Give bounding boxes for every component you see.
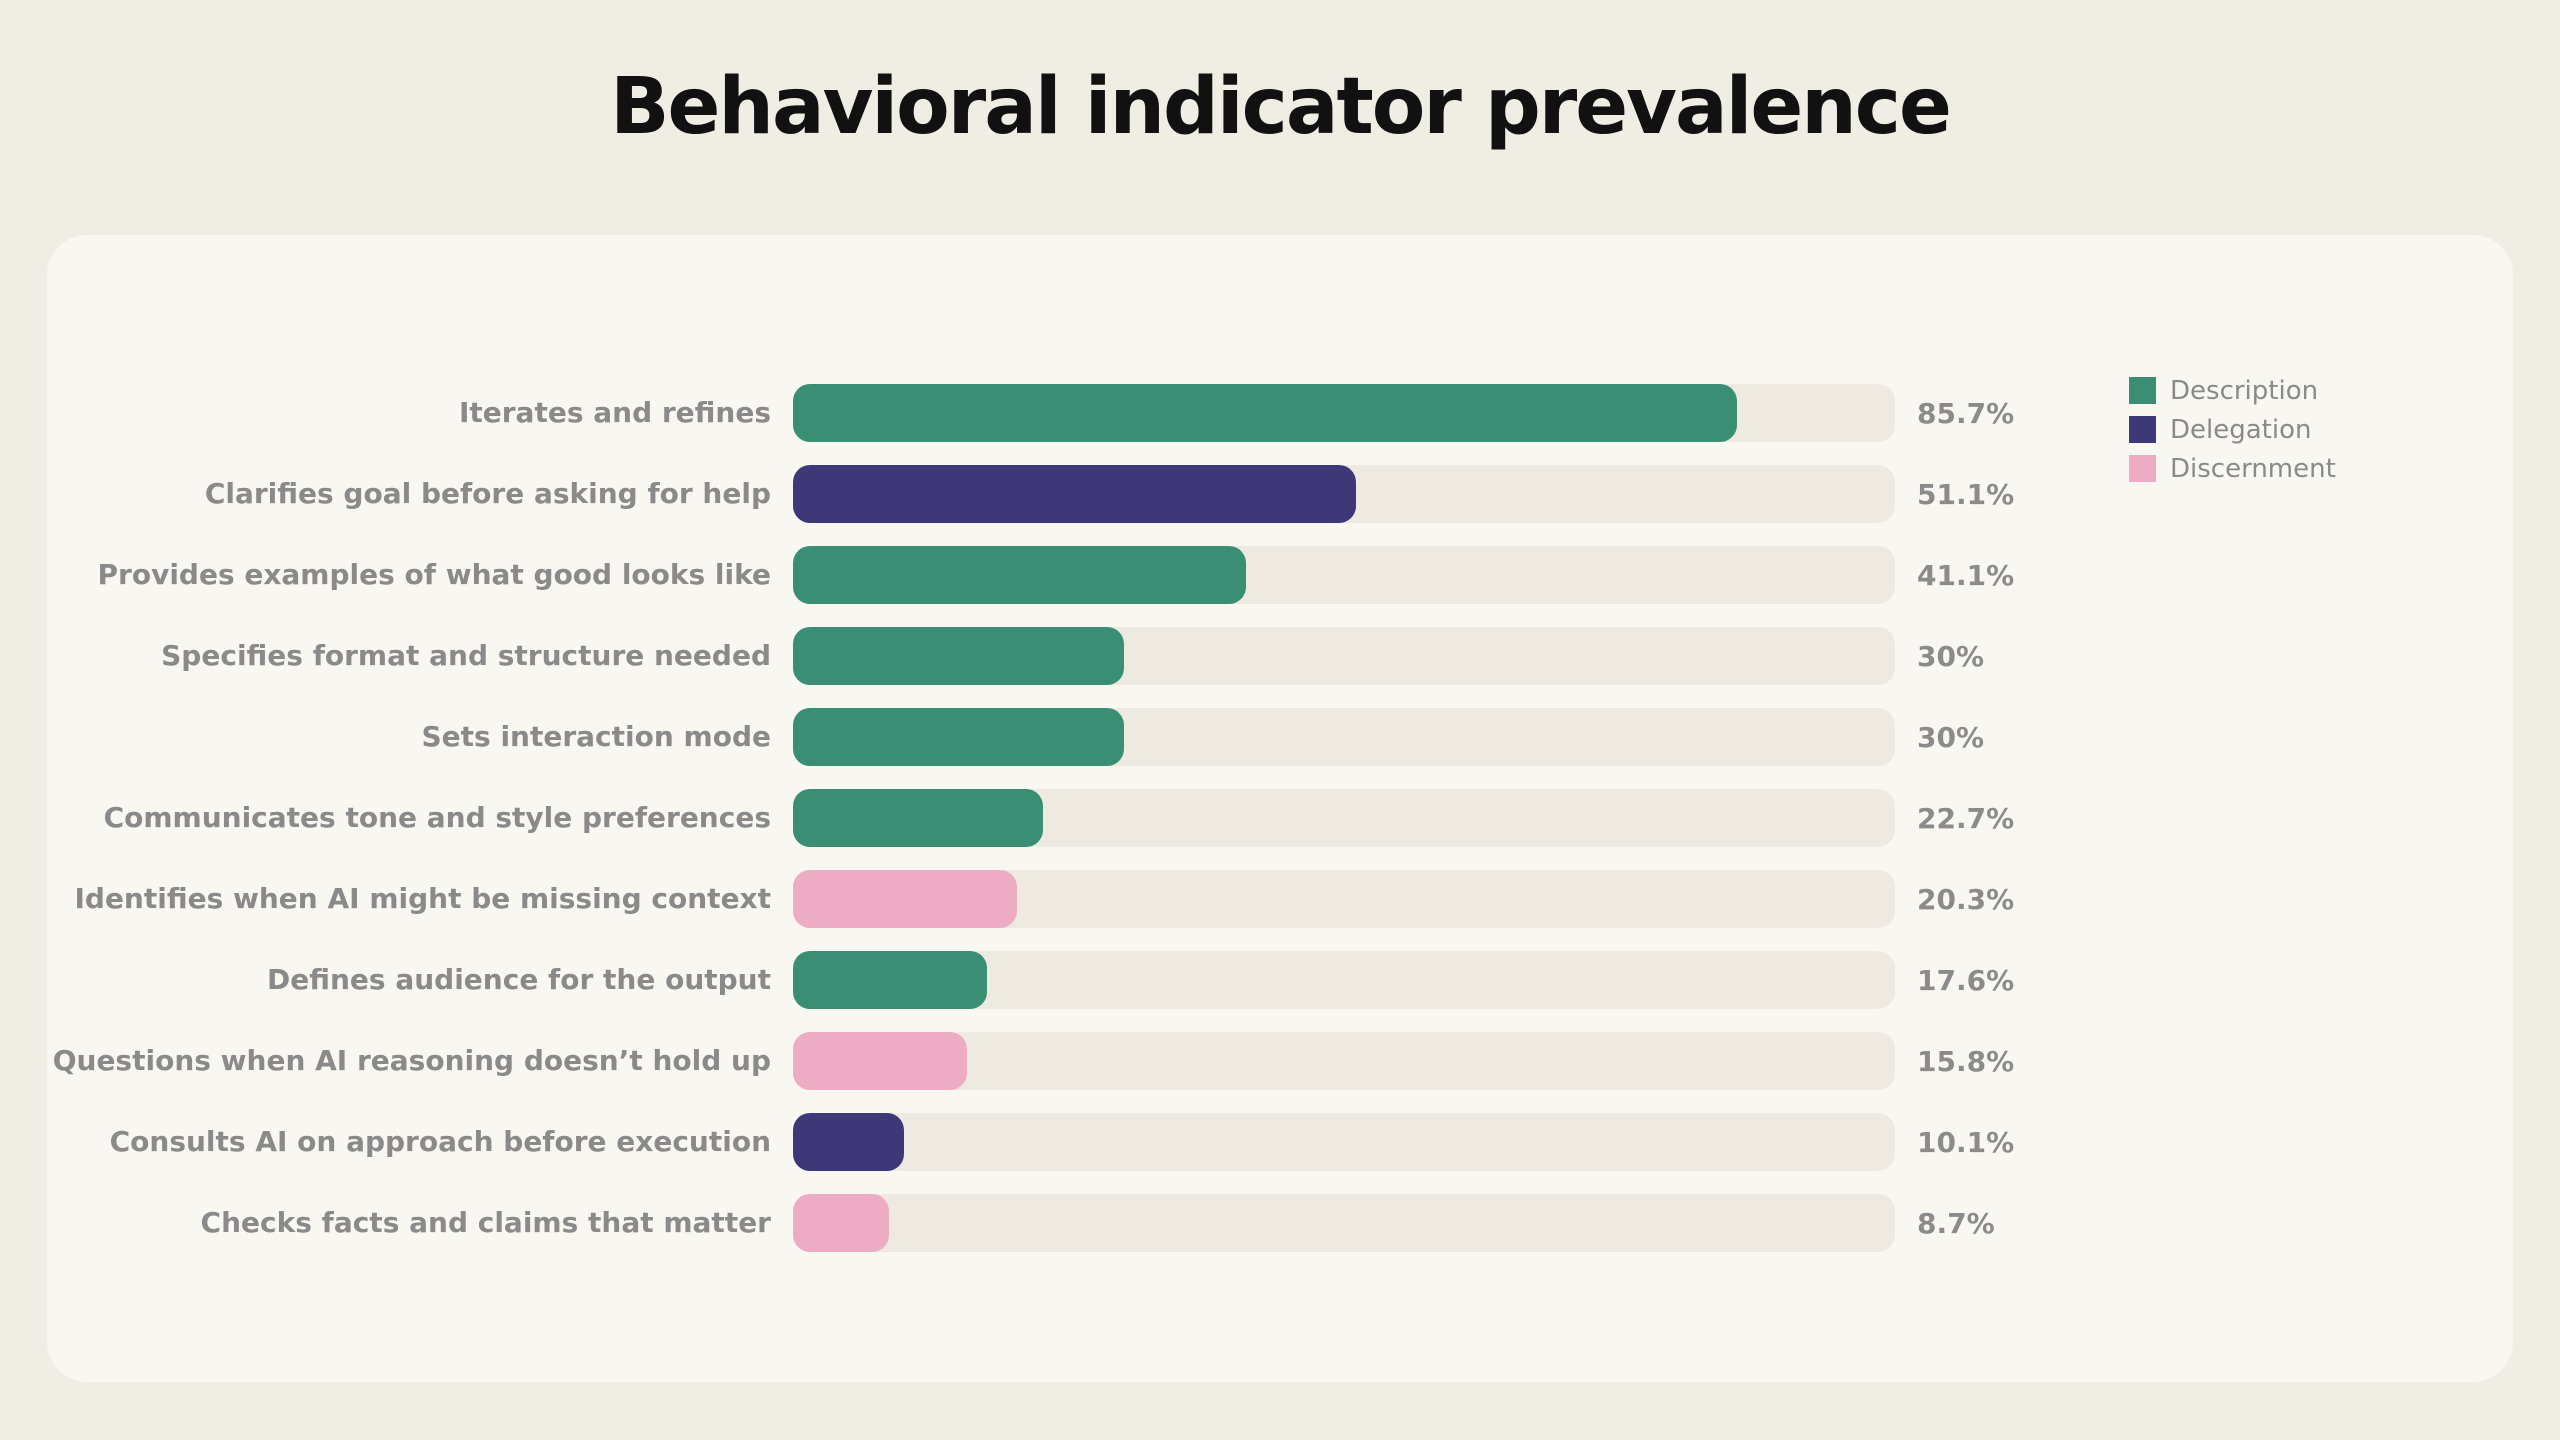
row-label: Checks facts and claims that matter	[200, 1205, 771, 1239]
bar-track	[793, 1194, 1895, 1252]
legend-item-delegation: Delegation	[2129, 416, 2336, 443]
legend-swatch-icon	[2129, 416, 2156, 443]
row-value: 15.8%	[1917, 1044, 2015, 1078]
bar-track	[793, 465, 1895, 523]
bar-fill	[793, 627, 1124, 685]
row-value: 10.1%	[1917, 1125, 2015, 1159]
chart-row: Defines audience for the output 17.6%	[47, 951, 2513, 1009]
row-label: Consults AI on approach before execution	[109, 1124, 771, 1158]
chart-row: Communicates tone and style preferences 2…	[47, 789, 2513, 847]
row-label: Clarifies goal before asking for help	[204, 476, 771, 510]
row-label: Sets interaction mode	[421, 719, 771, 753]
chart-row: Checks facts and claims that matter 8.7%	[47, 1194, 2513, 1252]
row-value: 17.6%	[1917, 963, 2015, 997]
row-value: 20.3%	[1917, 882, 2015, 916]
legend-item-discernment: Discernment	[2129, 455, 2336, 482]
row-value: 22.7%	[1917, 801, 2015, 835]
bar-track	[793, 384, 1895, 442]
row-value: 41.1%	[1917, 558, 2015, 592]
page-title: Behavioral indicator prevalence	[610, 62, 1952, 152]
bar-track	[793, 870, 1895, 928]
bar-track	[793, 546, 1895, 604]
bar-fill	[793, 1032, 968, 1090]
legend: Description Delegation Discernment	[2129, 377, 2336, 482]
chart-row: Questions when AI reasoning doesn’t hold…	[47, 1032, 2513, 1090]
legend-swatch-icon	[2129, 377, 2156, 404]
bar-fill	[793, 789, 1044, 847]
row-value: 30%	[1917, 720, 1985, 754]
bar-track	[793, 789, 1895, 847]
bar-track	[793, 951, 1895, 1009]
chart-row: Iterates and refines 85.7%	[47, 384, 2513, 442]
chart-row: Provides examples of what good looks lik…	[47, 546, 2513, 604]
bar-fill	[793, 951, 987, 1009]
bar-track	[793, 627, 1895, 685]
row-label: Questions when AI reasoning doesn’t hold…	[52, 1043, 771, 1077]
bar-track	[793, 708, 1895, 766]
bar-fill	[793, 1194, 889, 1252]
row-value: 8.7%	[1917, 1206, 1995, 1240]
chart-card: Iterates and refines 85.7% Clarifies goal …	[47, 235, 2513, 1382]
chart-row: Sets interaction mode 30%	[47, 708, 2513, 766]
row-label: Identifies when AI might be missing cont…	[74, 881, 771, 915]
row-value: 30%	[1917, 639, 1985, 673]
bar-fill	[793, 708, 1124, 766]
row-value: 85.7%	[1917, 396, 2015, 430]
legend-item-description: Description	[2129, 377, 2336, 404]
bar-track	[793, 1113, 1895, 1171]
row-label: Provides examples of what good looks lik…	[97, 557, 772, 591]
chart-row: Clarifies goal before asking for help 51.…	[47, 465, 2513, 523]
chart-row: Specifies format and structure needed 30%	[47, 627, 2513, 685]
row-label: Specifies format and structure needed	[161, 638, 771, 672]
legend-label: Discernment	[2170, 453, 2336, 484]
bar-chart: Iterates and refines 85.7% Clarifies goal …	[47, 384, 2513, 1275]
chart-row: Identifies when AI might be missing cont…	[47, 870, 2513, 928]
row-value: 51.1%	[1917, 477, 2015, 511]
bar-track	[793, 1032, 1895, 1090]
legend-swatch-icon	[2129, 455, 2156, 482]
bar-fill	[793, 465, 1357, 523]
legend-label: Description	[2170, 375, 2319, 406]
legend-label: Delegation	[2170, 414, 2312, 445]
row-label: Defines audience for the output	[267, 962, 771, 996]
row-label: Iterates and refines	[458, 395, 771, 429]
bar-fill	[793, 1113, 905, 1171]
bar-fill	[793, 384, 1738, 442]
bar-fill	[793, 870, 1017, 928]
row-label: Communicates tone and style preferences	[103, 800, 771, 834]
bar-fill	[793, 546, 1246, 604]
chart-row: Consults AI on approach before execution…	[47, 1113, 2513, 1171]
